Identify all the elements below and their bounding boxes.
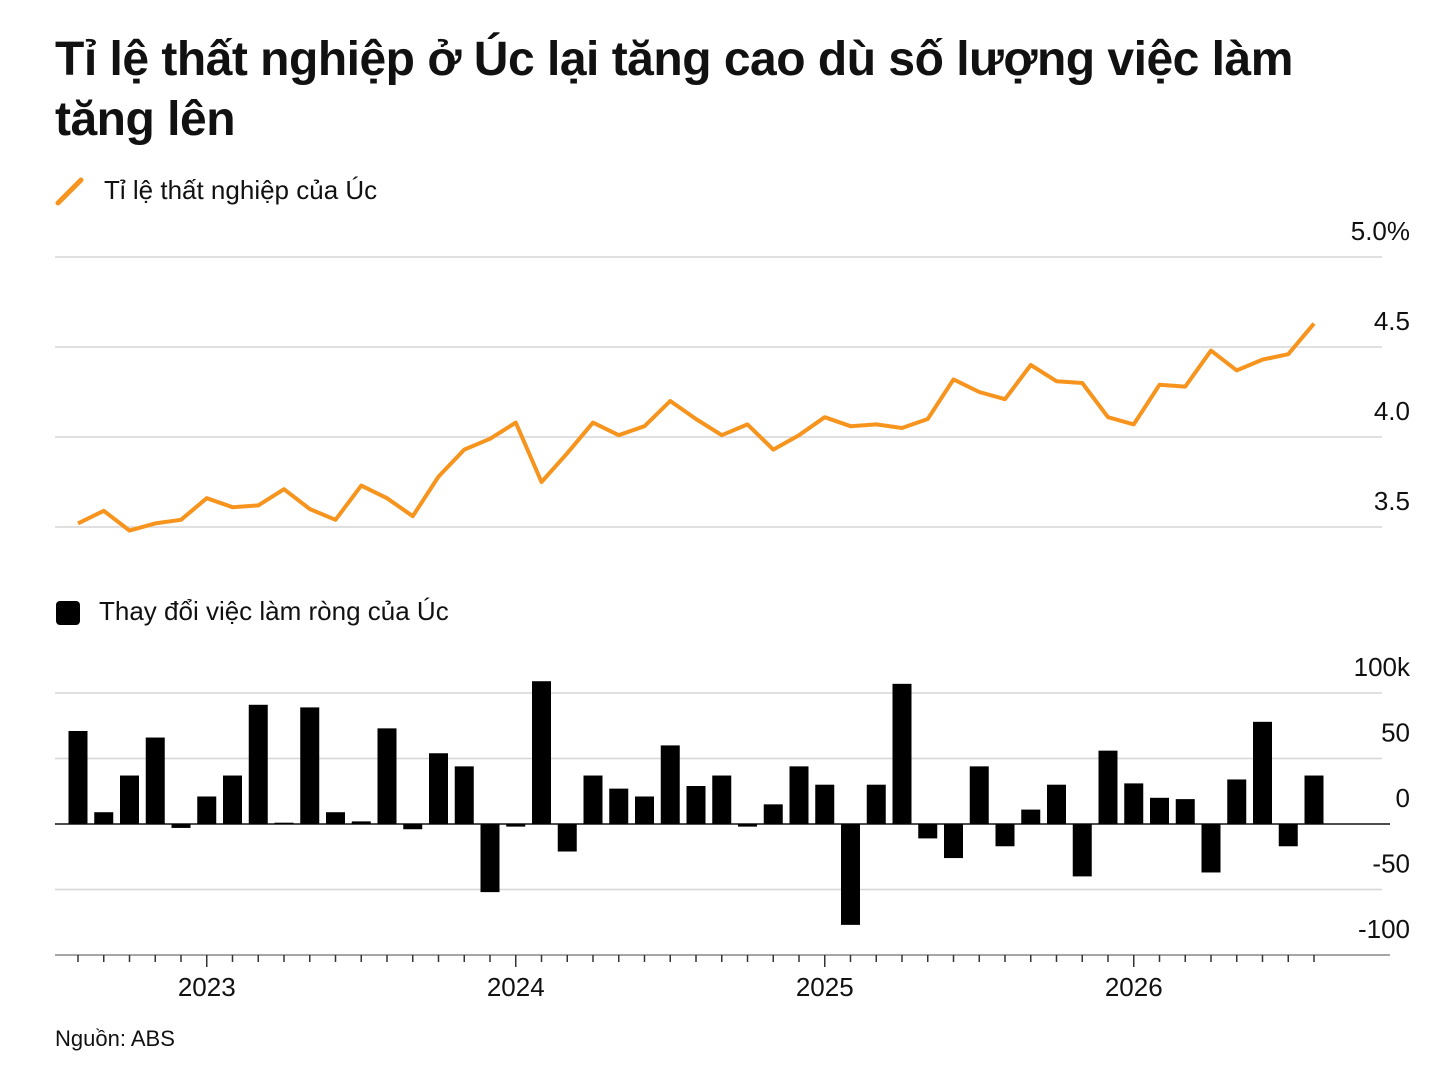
bar (274, 822, 294, 824)
y-tick-label: 4.5 (1374, 306, 1410, 336)
bar (1072, 824, 1092, 877)
bar (944, 824, 963, 859)
x-tick-label: 2025 (796, 972, 854, 1002)
bar (609, 788, 629, 824)
legend-icon (56, 601, 80, 625)
x-tick-label: 2024 (487, 972, 545, 1002)
bar (403, 824, 423, 830)
bar (68, 730, 88, 824)
bar (712, 775, 732, 824)
bar (738, 824, 757, 827)
bar (635, 796, 654, 824)
bar (377, 728, 397, 824)
y-tick-label: 5.0% (1351, 216, 1410, 246)
bar (1021, 809, 1041, 824)
bar (1098, 750, 1118, 824)
legend-label: Tỉ lệ thất nghiệp của Úc (104, 175, 377, 205)
bar (1124, 783, 1144, 824)
line (77, 322, 1316, 533)
y-tick-label: 0 (1396, 783, 1410, 813)
x-tick-label: 2026 (1105, 972, 1163, 1002)
chart-title: Tỉ lệ thất nghiệp ở Úc lại tăng cao dù s… (55, 33, 1293, 146)
bar (995, 824, 1015, 847)
bar (1253, 721, 1272, 824)
bar (686, 786, 706, 824)
bar (1150, 797, 1169, 824)
bar (429, 753, 448, 824)
bar (94, 812, 114, 824)
bar (480, 824, 500, 893)
bar (145, 737, 165, 824)
bar (583, 775, 603, 824)
bar (1175, 799, 1195, 824)
bar (969, 766, 989, 824)
bar (326, 812, 345, 824)
bar (1278, 824, 1298, 847)
bar (866, 784, 886, 824)
bar (660, 745, 680, 824)
bar (506, 824, 526, 827)
bar (841, 824, 860, 925)
y-tick-label: 50 (1381, 717, 1410, 747)
source: Nguồn: ABS (55, 1026, 175, 1051)
bar (454, 766, 474, 824)
bar (197, 796, 217, 824)
bar (1304, 775, 1324, 824)
bar (557, 824, 577, 852)
bar (815, 784, 835, 824)
bar (789, 766, 809, 824)
y-tick-label: 4.0 (1374, 396, 1410, 426)
bar (171, 824, 191, 828)
bar (918, 824, 938, 839)
legend-label: Thay đổi việc làm ròng của Úc (99, 596, 449, 626)
y-tick-label: -100 (1358, 914, 1410, 944)
bar (1227, 779, 1247, 824)
bar (763, 804, 783, 824)
y-tick-label: -50 (1372, 848, 1410, 878)
bar (1047, 784, 1066, 824)
bar (532, 681, 551, 824)
y-tick-label: 3.5 (1374, 486, 1410, 516)
bar (248, 704, 268, 824)
bar (1201, 824, 1221, 873)
bar (223, 775, 242, 824)
bar (351, 821, 371, 824)
legend-icon (55, 177, 84, 206)
bar (892, 683, 912, 824)
bar (120, 775, 139, 824)
bar (300, 707, 320, 824)
y-tick-label: 100k (1354, 652, 1411, 682)
x-tick-label: 2023 (178, 972, 236, 1002)
